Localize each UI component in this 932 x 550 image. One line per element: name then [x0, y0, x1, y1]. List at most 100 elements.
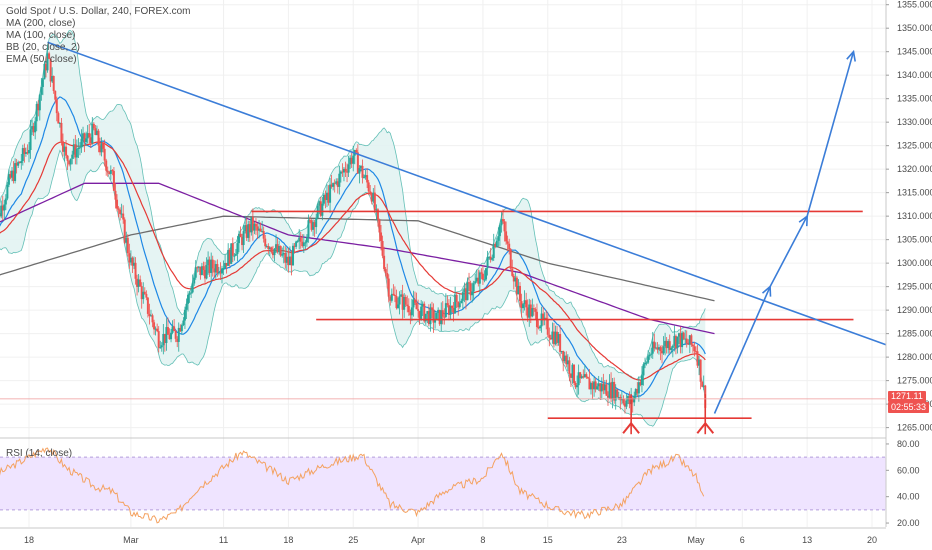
candle-body	[472, 283, 475, 292]
candle-body	[597, 383, 600, 387]
candle-body	[520, 301, 523, 309]
candle-body	[126, 237, 129, 254]
candle-body	[244, 225, 247, 232]
candle-body	[509, 249, 512, 269]
candle-body	[287, 256, 290, 266]
candle-body	[522, 304, 525, 309]
candle-body	[571, 364, 574, 378]
candle-body	[40, 86, 43, 95]
candle-body	[608, 382, 611, 398]
rsi-tick-label: 60.00	[897, 465, 920, 475]
candle-body	[207, 259, 210, 266]
candle-body	[233, 255, 236, 257]
candle-body	[463, 288, 466, 293]
candle-body	[627, 396, 630, 401]
candle-body	[603, 384, 606, 391]
candle-body	[579, 372, 582, 379]
candle-body	[15, 163, 18, 166]
candle-body	[372, 192, 375, 202]
candle-body	[685, 338, 688, 344]
candle-body	[97, 130, 100, 146]
bottom-marker-arrow	[696, 421, 715, 434]
candle-body	[137, 279, 140, 287]
candle-body	[358, 168, 361, 174]
candle-body	[20, 161, 23, 164]
candle-body	[245, 225, 248, 238]
candle-body	[205, 265, 208, 279]
candle-body	[460, 300, 463, 304]
candle-body	[489, 256, 492, 260]
price-tick-label: 1350.000	[897, 23, 932, 33]
candle-body	[594, 381, 597, 390]
candle-body	[410, 307, 413, 316]
candle-body	[421, 303, 424, 307]
candle-body	[679, 333, 682, 348]
candle-body	[71, 154, 74, 159]
candle-body	[644, 362, 647, 365]
candle-body	[441, 310, 444, 317]
candle-body	[645, 362, 648, 364]
price-tick-label: 1335.000	[897, 94, 932, 104]
price-tick-label: 1285.000	[897, 329, 932, 339]
candle-body	[610, 382, 613, 399]
candle-body	[330, 184, 333, 187]
candle-body	[214, 264, 217, 273]
candle-body	[386, 273, 389, 279]
descending-trendline	[47, 41, 887, 346]
candle-body	[35, 104, 38, 122]
time-tick-label: 18	[24, 535, 34, 545]
price-tick-label: 1330.000	[897, 117, 932, 127]
candle-body	[21, 148, 24, 162]
candle-body	[301, 241, 304, 247]
candle-body	[48, 53, 51, 59]
projection-arrow-segment	[806, 51, 855, 217]
candle-body	[671, 345, 674, 348]
candle-body	[89, 137, 92, 144]
candle-body	[179, 327, 182, 332]
candle-body	[262, 231, 265, 239]
price-tick-label: 1275.000	[897, 376, 932, 386]
candle-body	[211, 259, 214, 269]
price-tick-label: 1280.000	[897, 352, 932, 362]
candle-body	[236, 243, 239, 255]
indicator-ma100[interactable]: MA (100, close)	[6, 30, 76, 41]
main-legend: Gold Spot / U.S. Dollar, 240, FOREX.com …	[6, 6, 191, 66]
candle-body	[224, 262, 227, 269]
candle-body	[486, 256, 489, 269]
rsi-legend[interactable]: RSI (14, close)	[6, 448, 73, 459]
candle-body	[275, 244, 278, 249]
indicator-ma200[interactable]: MA (200, close)	[6, 18, 76, 29]
candle-body	[68, 160, 71, 165]
candle-body	[557, 334, 560, 343]
candle-body	[424, 313, 427, 322]
candle-body	[258, 228, 261, 231]
candle-body	[12, 170, 15, 181]
candle-body	[80, 138, 83, 148]
candle-body	[359, 165, 362, 169]
candle-body	[77, 148, 80, 150]
indicator-bb[interactable]: BB (20, close, 2)	[6, 42, 80, 53]
candle-body	[4, 198, 7, 205]
candle-body	[217, 272, 220, 274]
indicator-ema50[interactable]: EMA (50, close)	[6, 54, 77, 65]
candle-body	[332, 182, 335, 187]
candle-body	[657, 347, 660, 350]
candle-body	[102, 143, 105, 149]
candle-body	[537, 327, 540, 329]
candle-body	[61, 141, 64, 152]
rsi-tick-label: 40.00	[897, 492, 920, 502]
candle-body	[227, 249, 230, 266]
candle-body	[304, 242, 307, 244]
rsi-tick-label: 80.00	[897, 439, 920, 449]
bb-basis	[0, 96, 706, 398]
candle-body	[193, 277, 196, 284]
price-tick-label: 1290.000	[897, 305, 932, 315]
candle-body	[430, 307, 433, 310]
candle-body	[554, 331, 557, 345]
candle-body	[281, 254, 284, 256]
price-tick-label: 1295.000	[897, 282, 932, 292]
candle-body	[449, 305, 452, 315]
candle-body	[457, 301, 460, 308]
